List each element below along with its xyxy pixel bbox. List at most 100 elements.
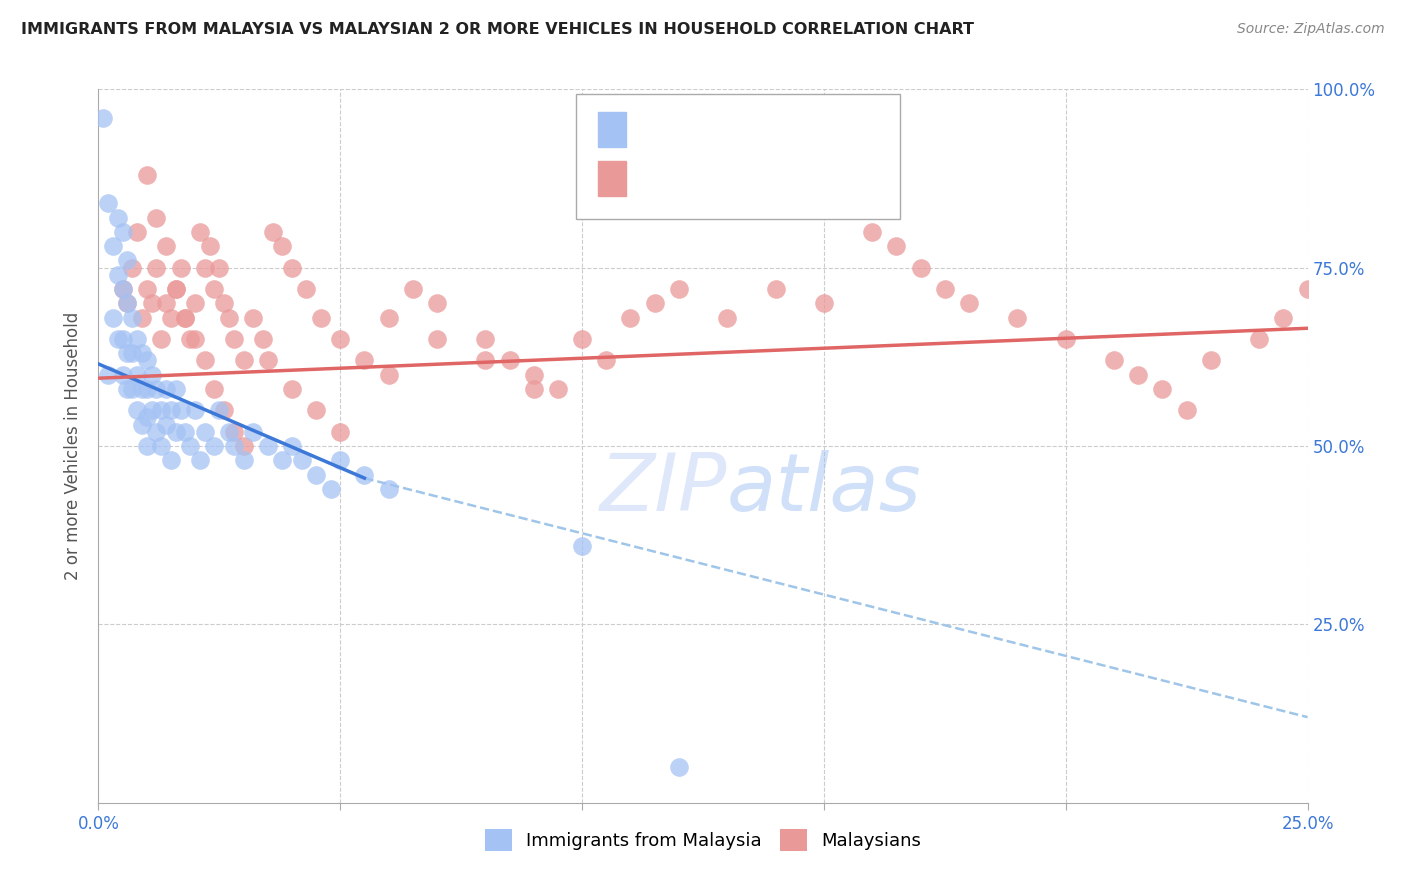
Point [571, 332, 593, 346]
Point [111, 282, 134, 296]
Point [145, 425, 167, 439]
Point [271, 453, 294, 467]
Point [117, 346, 139, 360]
Point [329, 453, 352, 467]
Point [886, 239, 908, 253]
Point [242, 310, 264, 325]
Point [222, 439, 245, 453]
Point [91, 111, 114, 125]
Point [165, 382, 187, 396]
Point [1007, 310, 1029, 325]
Point [319, 482, 342, 496]
Point [668, 282, 690, 296]
Point [111, 368, 134, 382]
Point [377, 310, 399, 325]
Point [1102, 353, 1125, 368]
Point [218, 310, 240, 325]
Point [179, 332, 201, 346]
Point [252, 332, 274, 346]
Point [135, 410, 157, 425]
Point [131, 417, 153, 432]
Point [121, 346, 143, 360]
Point [256, 353, 278, 368]
Point [644, 296, 666, 310]
Text: R = -0.106   N = 64: R = -0.106 N = 64 [636, 120, 813, 138]
Point [198, 239, 221, 253]
Point [169, 403, 191, 417]
Point [135, 282, 157, 296]
Point [135, 382, 157, 396]
Point [813, 296, 835, 310]
Point [121, 310, 143, 325]
Point [160, 453, 183, 467]
Point [131, 382, 153, 396]
Point [188, 453, 211, 467]
Point [281, 439, 304, 453]
Point [165, 282, 187, 296]
Point [160, 310, 183, 325]
Point [174, 425, 197, 439]
Point [101, 239, 124, 253]
Point [523, 368, 546, 382]
Point [1152, 382, 1174, 396]
Point [150, 403, 173, 417]
Point [218, 425, 240, 439]
Point [426, 296, 449, 310]
Text: Source: ZipAtlas.com: Source: ZipAtlas.com [1237, 22, 1385, 37]
Point [232, 453, 254, 467]
Point [135, 353, 157, 368]
Point [353, 353, 375, 368]
Point [141, 403, 163, 417]
Point [204, 439, 226, 453]
Point [242, 425, 264, 439]
Point [155, 239, 177, 253]
Point [204, 282, 226, 296]
Point [155, 382, 177, 396]
Point [281, 260, 304, 275]
Point [184, 296, 207, 310]
Point [595, 353, 617, 368]
Point [523, 382, 546, 396]
Point [256, 439, 278, 453]
Point [141, 296, 163, 310]
Point [309, 310, 332, 325]
Point [117, 382, 139, 396]
Point [426, 332, 449, 346]
Point [111, 282, 134, 296]
Point [127, 332, 149, 346]
Point [165, 425, 187, 439]
Point [131, 310, 153, 325]
Point [547, 382, 569, 396]
Point [145, 260, 167, 275]
Point [1175, 403, 1198, 417]
Point [222, 425, 245, 439]
Point [174, 310, 197, 325]
Text: ZIP: ZIP [600, 450, 727, 528]
Point [910, 260, 932, 275]
Point [353, 467, 375, 482]
Point [145, 211, 167, 225]
Point [121, 382, 143, 396]
Point [194, 260, 217, 275]
Point [150, 439, 173, 453]
Point [668, 760, 690, 774]
Point [117, 296, 139, 310]
Point [165, 282, 187, 296]
Point [212, 403, 235, 417]
Point [402, 282, 425, 296]
Point [329, 332, 352, 346]
Point [184, 403, 207, 417]
Point [295, 282, 318, 296]
Point [1296, 282, 1319, 296]
Point [271, 239, 294, 253]
Point [571, 539, 593, 553]
Point [290, 453, 312, 467]
Point [184, 332, 207, 346]
Point [179, 439, 201, 453]
Point [1249, 332, 1271, 346]
Point [155, 296, 177, 310]
Point [474, 332, 496, 346]
Text: R =  0.064   N = 83: R = 0.064 N = 83 [636, 169, 811, 187]
Point [716, 310, 738, 325]
Point [377, 368, 399, 382]
